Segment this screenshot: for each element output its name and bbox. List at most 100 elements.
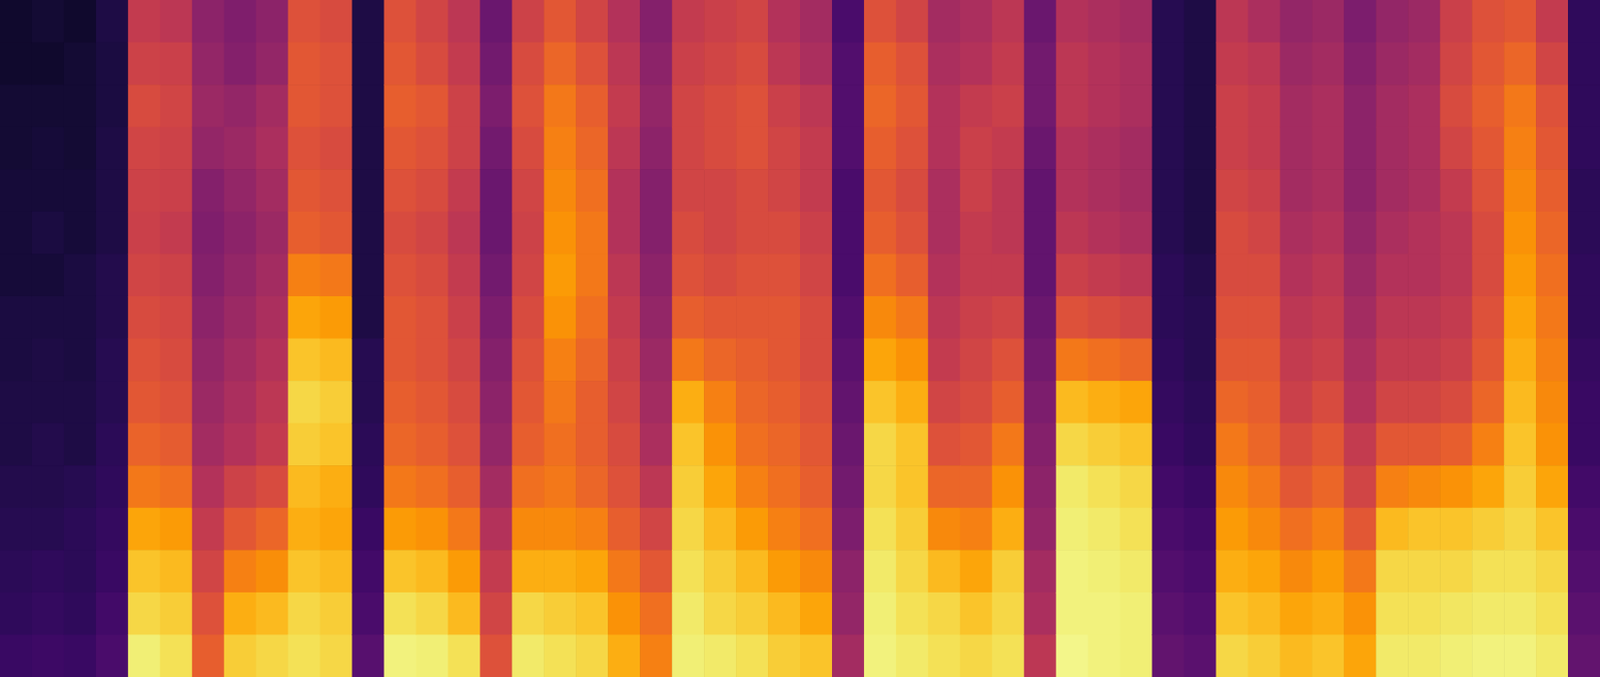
heatmap-cell xyxy=(256,507,290,551)
heatmap-cell xyxy=(447,42,481,86)
heatmap-cell xyxy=(1247,423,1281,467)
heatmap-cell xyxy=(256,211,290,255)
heatmap-cell xyxy=(1535,296,1569,339)
heatmap-cell xyxy=(415,633,449,677)
heatmap-cell xyxy=(1375,168,1409,212)
heatmap-cell xyxy=(864,84,898,128)
heatmap-cell xyxy=(1120,338,1154,382)
heatmap-cell xyxy=(1407,42,1441,86)
heatmap-cell xyxy=(384,465,418,508)
heatmap-cell xyxy=(671,211,705,255)
heatmap-cell xyxy=(896,338,930,382)
heatmap-cell xyxy=(1503,0,1537,43)
heatmap-cell xyxy=(735,0,769,43)
heatmap-cell xyxy=(575,211,609,255)
heatmap-cell xyxy=(1152,592,1186,635)
heatmap-cell xyxy=(224,380,258,424)
heatmap-cell xyxy=(832,42,866,86)
heatmap-cell xyxy=(447,211,481,255)
heatmap-cell xyxy=(1247,211,1281,255)
heatmap-cell xyxy=(928,465,962,508)
heatmap-cell xyxy=(384,507,418,551)
heatmap-cell xyxy=(543,465,577,508)
heatmap-cell xyxy=(352,42,386,86)
heatmap-cell xyxy=(671,549,705,593)
heatmap-cell xyxy=(767,549,801,593)
heatmap-cell xyxy=(800,211,834,255)
heatmap-cell xyxy=(1184,42,1218,86)
heatmap-cell xyxy=(607,549,641,593)
heatmap-cell xyxy=(352,338,386,382)
heatmap-cell xyxy=(224,168,258,212)
heatmap-cell xyxy=(1311,423,1345,467)
heatmap-cell xyxy=(1343,296,1377,339)
heatmap-cell xyxy=(607,168,641,212)
heatmap-cell xyxy=(192,84,226,128)
heatmap-cell xyxy=(64,507,98,551)
heatmap-cell xyxy=(800,380,834,424)
heatmap-cell xyxy=(1279,42,1313,86)
heatmap-cell xyxy=(832,549,866,593)
heatmap-cell xyxy=(352,0,386,43)
heatmap-cell xyxy=(384,168,418,212)
heatmap-cell xyxy=(256,84,290,128)
heatmap-cell xyxy=(607,42,641,86)
heatmap-cell xyxy=(1184,380,1218,424)
heatmap-cell xyxy=(639,465,673,508)
heatmap-cell xyxy=(1279,211,1313,255)
heatmap-cell xyxy=(352,380,386,424)
heatmap-cell xyxy=(767,465,801,508)
heatmap-cell xyxy=(928,507,962,551)
heatmap-cell xyxy=(479,296,513,339)
heatmap-cell xyxy=(320,127,354,170)
heatmap-cell xyxy=(1184,253,1218,297)
heatmap-cell xyxy=(1120,507,1154,551)
heatmap-cell xyxy=(128,380,162,424)
heatmap-cell xyxy=(511,507,545,551)
heatmap-cell xyxy=(767,253,801,297)
heatmap-cell xyxy=(992,338,1026,382)
heatmap-cell xyxy=(1343,211,1377,255)
heatmap-cell xyxy=(288,423,322,467)
heatmap-cell xyxy=(288,168,322,212)
heatmap-cell xyxy=(1088,296,1122,339)
heatmap-cell xyxy=(1024,380,1058,424)
heatmap-cell xyxy=(1375,423,1409,467)
heatmap-cell xyxy=(32,211,66,255)
heatmap-cell xyxy=(928,380,962,424)
heatmap-cell xyxy=(800,0,834,43)
heatmap-cell xyxy=(1311,549,1345,593)
heatmap-cell xyxy=(896,633,930,677)
heatmap-cell xyxy=(479,84,513,128)
heatmap-cell xyxy=(511,168,545,212)
background xyxy=(0,0,1600,677)
heatmap-cell xyxy=(607,423,641,467)
heatmap-cell xyxy=(1056,633,1090,677)
heatmap-cell xyxy=(543,633,577,677)
heatmap-cell xyxy=(1215,42,1249,86)
heatmap-cell xyxy=(1184,127,1218,170)
heatmap-cell xyxy=(96,296,130,339)
heatmap-cell xyxy=(447,633,481,677)
heatmap-cell xyxy=(415,211,449,255)
heatmap-cell xyxy=(800,168,834,212)
heatmap-cell xyxy=(896,0,930,43)
heatmap-cell xyxy=(767,84,801,128)
heatmap-cell xyxy=(1439,465,1473,508)
spectrogram-svg xyxy=(0,0,1600,677)
heatmap-cell xyxy=(1088,168,1122,212)
heatmap-cell xyxy=(832,338,866,382)
heatmap-cell xyxy=(1343,633,1377,677)
plot-area xyxy=(0,0,1600,677)
heatmap-cell xyxy=(384,253,418,297)
heatmap-cell xyxy=(1088,338,1122,382)
heatmap-cell xyxy=(575,0,609,43)
heatmap-cell xyxy=(1247,84,1281,128)
heatmap-cell xyxy=(960,296,994,339)
heatmap-cell xyxy=(1247,465,1281,508)
heatmap-cell xyxy=(1088,380,1122,424)
heatmap-cell xyxy=(1024,253,1058,297)
heatmap-cell xyxy=(288,296,322,339)
heatmap-cell xyxy=(32,423,66,467)
heatmap-cell xyxy=(735,380,769,424)
